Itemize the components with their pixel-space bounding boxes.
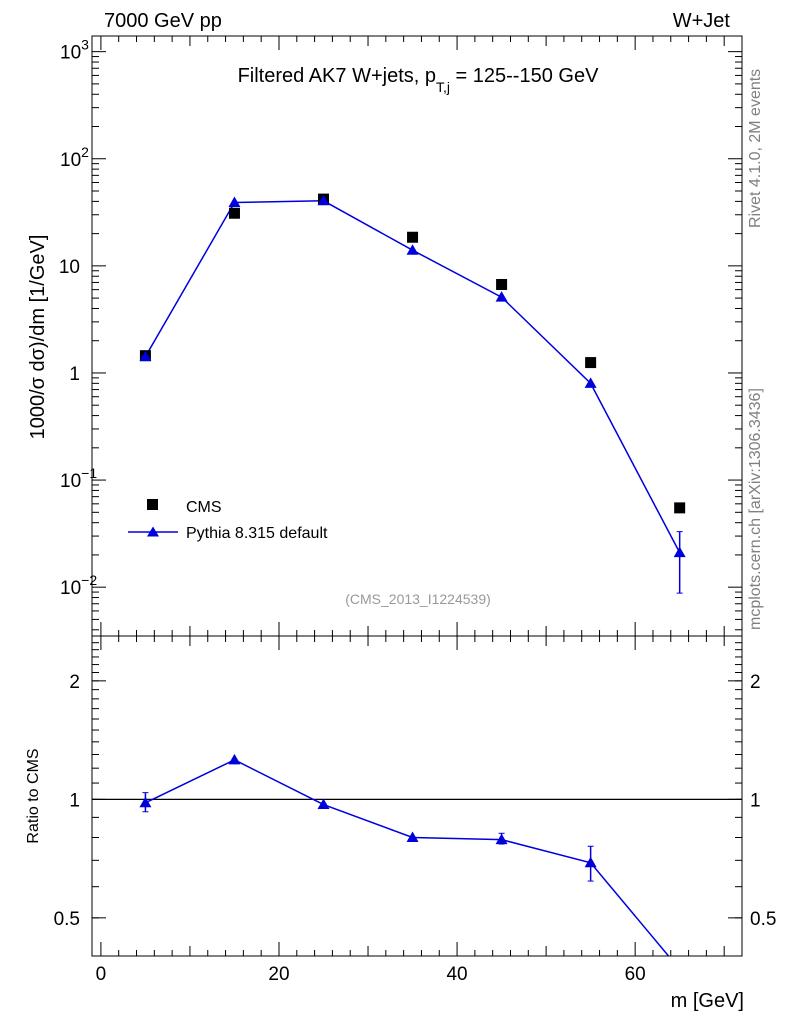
pythia-data-point (228, 196, 241, 208)
pythia-data-point (406, 244, 419, 255)
ratio-pythia-point (406, 831, 419, 843)
x-tick-label: 60 (625, 964, 646, 985)
ratio-ticks: 0.5 0.51 12 20 20 40 60 (54, 636, 776, 985)
main-y-tick-label-5: 103 (60, 37, 89, 64)
cms-data-point (228, 207, 240, 219)
legend-pythia-label: Pythia 8.315 default (186, 525, 328, 542)
ratio-y-tick-label-left: 1 (69, 790, 80, 811)
pythia-data-point (673, 546, 686, 558)
ratio-pythia-point (495, 833, 508, 845)
ratio-series (92, 753, 742, 956)
version-label: Rivet 4.1.0, 2M events (747, 69, 764, 228)
pythia-data-point (495, 291, 508, 302)
main-y-tick-label-2: 1 (69, 364, 80, 385)
main-panel: Filtered AK7 W+jets, pT,j = 125--150 GeV… (27, 35, 743, 637)
ratio-y-tick-label-right: 1 (750, 790, 761, 811)
legend-pythia-marker (147, 526, 159, 537)
x-tick-label: 0 (96, 964, 107, 985)
source-label: mcplots.cern.ch [arXiv:1306.3436] (747, 388, 764, 630)
legend-cms-label: CMS (186, 499, 222, 516)
ratio-pythia-line (145, 759, 670, 956)
legend-cms-marker (147, 499, 158, 510)
pythia-data-point (317, 194, 330, 206)
ratio-pythia-point (139, 796, 152, 808)
cms-data-point (674, 502, 686, 514)
pythia-data-point (139, 350, 152, 362)
main-ticks: 10−2 10−1 1 10 102 103 (59, 36, 742, 636)
main-y-tick-label-3: 10 (59, 257, 80, 278)
x-tick-label: 40 (446, 964, 467, 985)
ratio-pythia-point (584, 856, 597, 868)
header-left: 7000 GeV pp (104, 10, 222, 32)
main-title: Filtered AK7 W+jets, pT,j = 125--150 GeV (238, 65, 600, 95)
legend: CMS Pythia 8.315 default (128, 499, 328, 542)
ratio-frame (91, 635, 743, 957)
main-y-axis-label: 1000/σ dσ)/dm [1/GeV] (27, 235, 49, 440)
header-right: W+Jet (673, 10, 731, 32)
main-y-tick-label-1: 10−1 (60, 465, 97, 492)
main-y-tick-label-4: 102 (60, 144, 89, 171)
cms-data-point (585, 357, 597, 369)
main-frame (91, 35, 743, 637)
x-axis-label: m [GeV] (671, 990, 744, 1012)
ratio-pythia-point (317, 798, 330, 810)
ratio-y-axis-label: Ratio to CMS (25, 748, 42, 843)
cms-data-point (496, 278, 508, 290)
ratio-y-tick-label-left: 0.5 (54, 909, 80, 930)
pythia-data-point (584, 377, 597, 388)
main-series (139, 193, 686, 594)
main-y-tick-label-0: 10−2 (60, 572, 97, 599)
ratio-y-tick-label-left: 2 (69, 672, 80, 693)
x-tick-label: 20 (268, 964, 289, 985)
ratio-y-tick-label-right: 2 (750, 672, 761, 693)
ratio-pythia-point (228, 753, 241, 765)
ratio-y-tick-label-right: 0.5 (750, 909, 776, 930)
ratio-panel: Ratio to CMS 0.5 0.51 12 20 20 40 60 (25, 635, 776, 985)
cms-data-point (407, 231, 419, 243)
analysis-watermark: (CMS_2013_I1224539) (345, 591, 491, 607)
